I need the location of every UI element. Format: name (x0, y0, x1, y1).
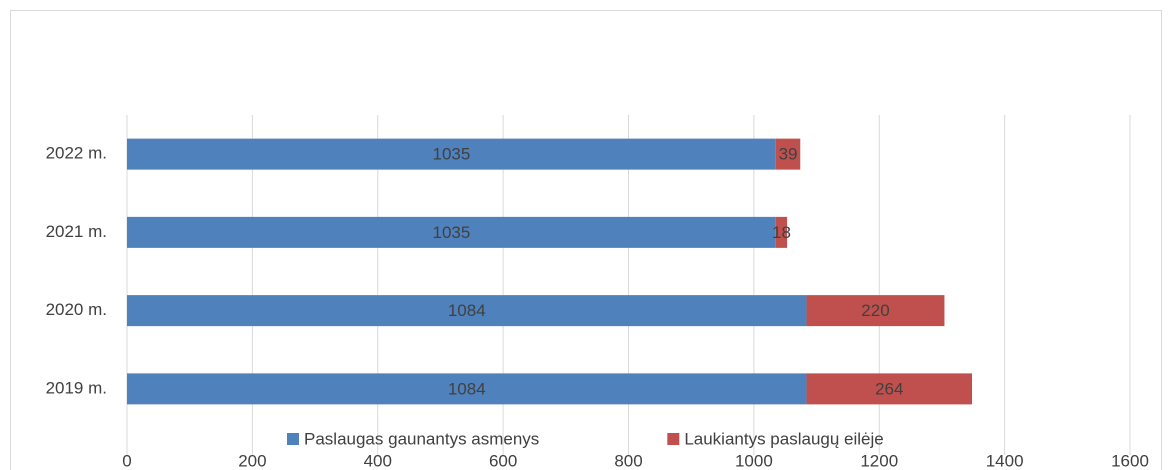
x-tick-label: 400 (364, 451, 392, 470)
y-tick-label: 2021 m. (46, 222, 107, 241)
data-label: 1084 (448, 379, 486, 398)
bar-segment (127, 295, 807, 327)
bar-segment (127, 138, 776, 170)
y-tick-label: 2022 m. (46, 144, 107, 163)
x-tick-label: 800 (614, 451, 642, 470)
data-label: 1084 (448, 301, 486, 320)
bar-segment (806, 295, 945, 327)
chart-border (10, 10, 1162, 470)
x-tick-label: 1000 (735, 451, 773, 470)
data-label: 1035 (432, 223, 470, 242)
bar-segment (775, 216, 788, 248)
bar-segment (127, 373, 807, 405)
legend-swatch (287, 433, 299, 445)
data-label: 220 (861, 301, 889, 320)
data-label: 264 (875, 379, 903, 398)
legend-label: Paslaugas gaunantys asmenys (304, 429, 539, 448)
data-label: 1035 (432, 145, 470, 164)
x-tick-label: 600 (489, 451, 517, 470)
y-tick-label: 2020 m. (46, 300, 107, 319)
data-label: 39 (779, 145, 798, 164)
x-tick-label: 1400 (986, 451, 1024, 470)
legend-label: Laukiantys paslaugų eilėje (684, 429, 883, 448)
x-tick-label: 1200 (860, 451, 898, 470)
bar-segment (127, 216, 776, 248)
y-tick-label: 2019 m. (46, 378, 107, 397)
data-label: 18 (772, 223, 791, 242)
x-tick-label: 1600 (1111, 451, 1149, 470)
legend-swatch (667, 433, 680, 445)
bar-segment (806, 373, 973, 405)
x-tick-label: 200 (238, 451, 266, 470)
bar-segment (775, 138, 801, 170)
x-tick-label: 0 (122, 451, 131, 470)
